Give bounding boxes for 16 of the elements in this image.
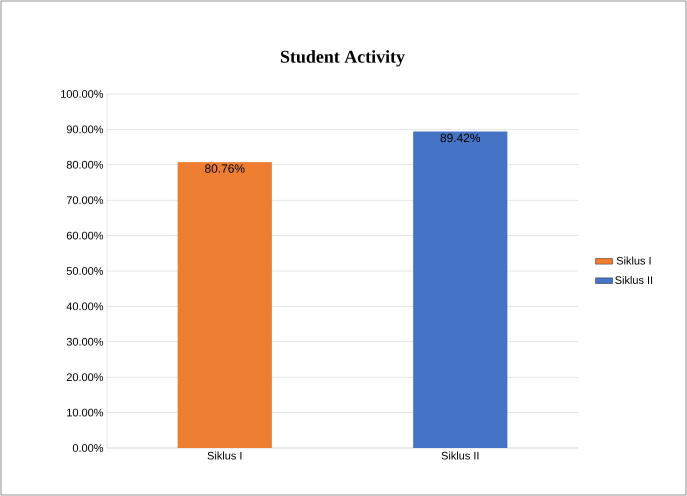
y-tick-label: 50.00%: [66, 267, 104, 275]
y-tick-label: 70.00%: [66, 196, 104, 204]
y-tick-label: 90.00%: [66, 126, 104, 134]
y-tick-label: 40.00%: [66, 302, 104, 310]
y-tick-label: 0.00%: [72, 444, 104, 452]
y-tick-label: 20.00%: [66, 373, 104, 382]
y-tick-label: 80.00%: [66, 160, 104, 169]
chart-title: Student Activity: [280, 50, 405, 66]
y-tick-label: 30.00%: [66, 338, 104, 346]
legend-label: Siklus I: [616, 256, 651, 265]
y-tick-label: 60.00%: [66, 232, 104, 240]
y-tick-label: 100.00%: [61, 90, 104, 98]
legend-label: Siklus II: [615, 276, 652, 284]
y-tick-label: 10.00%: [67, 408, 104, 416]
data-label: 89.42%: [440, 134, 480, 142]
data-label: 80.76%: [205, 164, 245, 173]
